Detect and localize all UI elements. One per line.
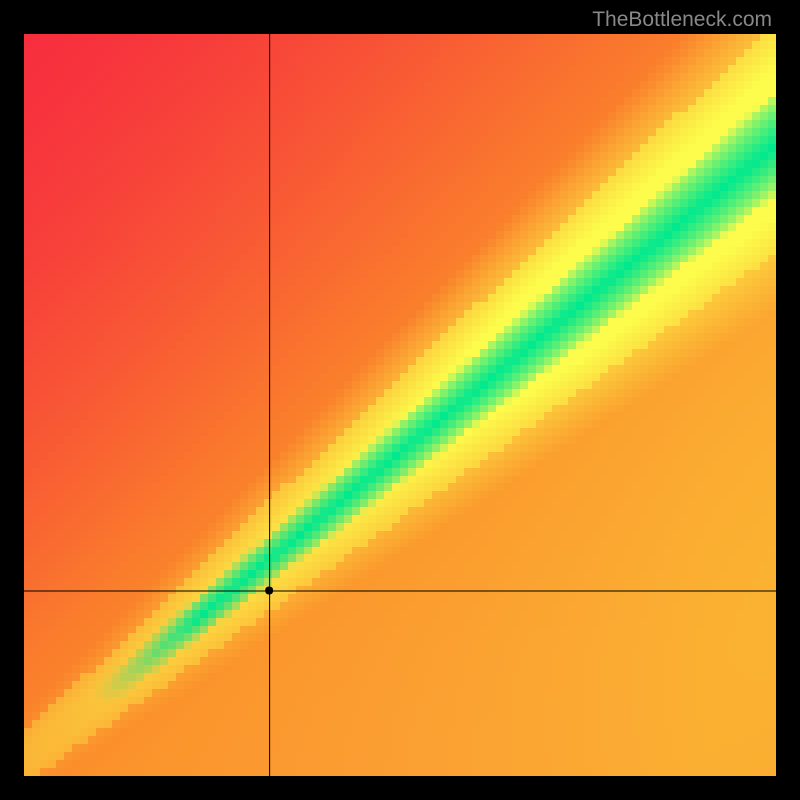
heatmap-canvas [24, 34, 776, 776]
heatmap-chart [24, 34, 776, 776]
watermark-text: TheBottleneck.com [592, 8, 772, 32]
root: TheBottleneck.com [0, 0, 800, 800]
